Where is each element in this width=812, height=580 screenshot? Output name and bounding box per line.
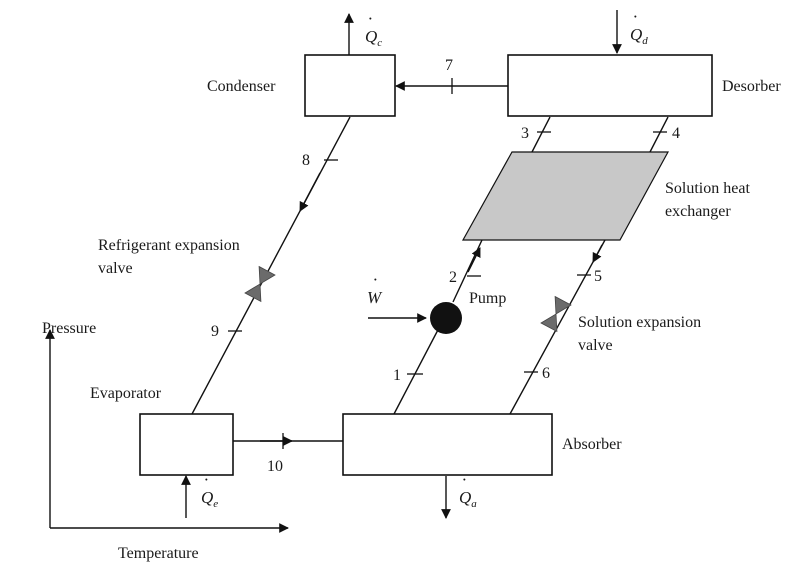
state-point-5: 5 bbox=[594, 268, 602, 285]
condenser-heat-label: Qc · bbox=[365, 9, 382, 49]
state-point-10: 10 bbox=[267, 458, 283, 475]
svg-text:Qe: Qe bbox=[201, 488, 218, 510]
state-point-8: 8 bbox=[302, 152, 310, 169]
heat-flow-arrows bbox=[181, 10, 622, 519]
evaporator-heat-label: Qe · bbox=[201, 470, 218, 510]
line-3 bbox=[531, 116, 551, 153]
flow-lines bbox=[191, 78, 669, 449]
state-point-2: 2 bbox=[449, 269, 457, 286]
svg-text:·: · bbox=[373, 270, 377, 289]
svg-text:·: · bbox=[633, 7, 637, 26]
temperature-axis-label: Temperature bbox=[118, 545, 199, 562]
svg-text:Qa: Qa bbox=[459, 488, 477, 510]
absorber-label: Absorber bbox=[562, 436, 622, 453]
state-point-3: 3 bbox=[521, 125, 529, 142]
desorber-heat-label: Qd · bbox=[630, 7, 648, 47]
arrow-8 bbox=[299, 172, 321, 212]
absorber-heat-label: Qa · bbox=[459, 470, 477, 510]
svg-text:·: · bbox=[368, 9, 372, 28]
condenser-box bbox=[304, 54, 396, 117]
solution-valve-label-2: valve bbox=[578, 337, 613, 354]
line-8-9 bbox=[191, 116, 351, 415]
evaporator-box bbox=[139, 413, 234, 476]
state-point-6: 6 bbox=[542, 365, 550, 382]
svg-text:W: W bbox=[367, 288, 383, 307]
state-point-1: 1 bbox=[393, 367, 401, 384]
pump-icon bbox=[430, 302, 462, 334]
line-5-6 bbox=[509, 239, 606, 415]
desorber-label: Desorber bbox=[722, 78, 781, 95]
desorber-box bbox=[507, 54, 713, 117]
pressure-axis-label: Pressure bbox=[42, 320, 96, 337]
absorber-box bbox=[342, 413, 553, 476]
arrow-2 bbox=[467, 247, 481, 273]
svg-text:Qd: Qd bbox=[630, 25, 648, 47]
solution-valve-icon bbox=[540, 295, 572, 333]
line-4 bbox=[649, 116, 669, 153]
evaporator-label: Evaporator bbox=[90, 385, 162, 402]
arrow-5 bbox=[592, 244, 603, 263]
refrigerant-valve-label-1: Refrigerant expansion bbox=[98, 237, 240, 254]
state-point-4: 4 bbox=[672, 125, 680, 142]
svg-text:·: · bbox=[204, 470, 208, 489]
solution-valve-label-1: Solution expansion bbox=[578, 314, 701, 331]
heat-exchanger-label-1: Solution heat bbox=[665, 180, 750, 197]
pump-work-label: W · bbox=[367, 270, 383, 307]
state-point-7: 7 bbox=[445, 57, 453, 74]
refrigerant-valve-label-2: valve bbox=[98, 260, 133, 277]
pressure-temperature-axes: Pressure Temperature bbox=[42, 320, 289, 562]
heat-exchanger-label-2: exchanger bbox=[665, 203, 731, 220]
solution-heat-exchanger bbox=[461, 151, 670, 241]
state-point-9: 9 bbox=[211, 323, 219, 340]
svg-text:Qc: Qc bbox=[365, 27, 382, 49]
pump-label: Pump bbox=[469, 290, 506, 307]
svg-text:·: · bbox=[462, 470, 466, 489]
condenser-label: Condenser bbox=[207, 78, 276, 95]
line-1 bbox=[393, 325, 441, 415]
refrigerant-valve-icon bbox=[244, 265, 276, 303]
